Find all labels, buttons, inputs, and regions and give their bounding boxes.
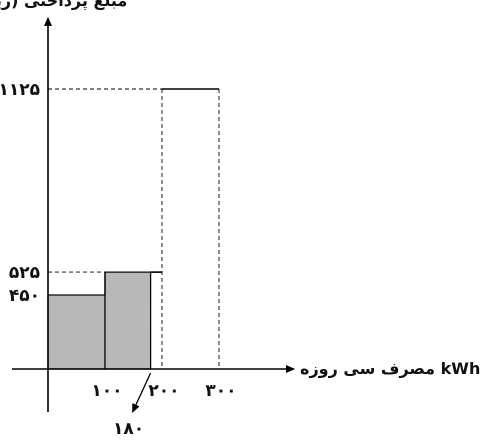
x-tick-label: ۳۰۰	[205, 381, 236, 401]
annotation-arrow	[132, 372, 152, 413]
y-tick-label: ۱۱۲۵	[0, 80, 40, 100]
x-axis-label: مصرف سی روزه kWh	[300, 359, 480, 378]
y-axis-label: مبلغ پرداختی (ریال)	[0, 0, 127, 11]
y-tick-label: ۴۵۰	[9, 286, 40, 306]
annotation-label: ۱۸۰	[113, 419, 144, 439]
bar-0	[47, 294, 106, 370]
y-tick-label: ۵۲۵	[9, 263, 40, 283]
bar-1	[104, 271, 152, 370]
x-tick-label: ۱۰۰	[91, 381, 122, 401]
x-tick-label: ۲۰۰	[148, 381, 179, 401]
